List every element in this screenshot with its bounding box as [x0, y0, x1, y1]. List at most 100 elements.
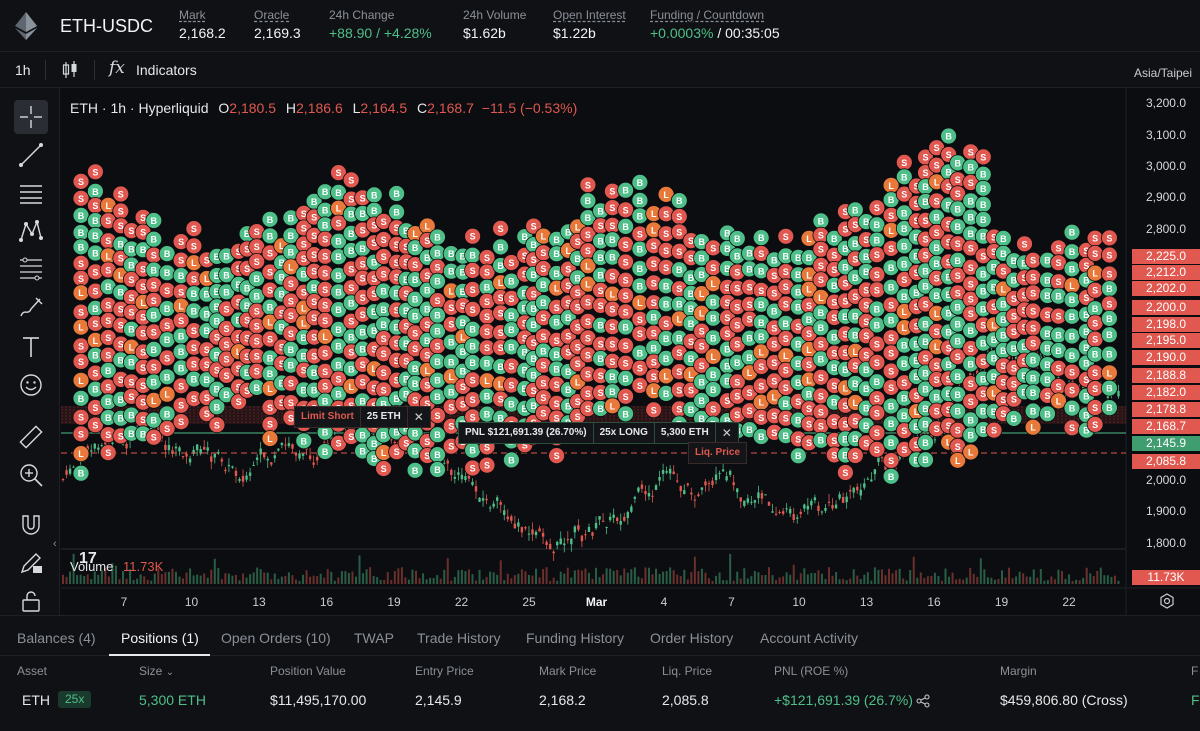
col-position-value[interactable]: Position Value — [270, 664, 346, 678]
trade-marker[interactable]: B — [1101, 399, 1118, 417]
trade-marker[interactable]: S — [464, 227, 482, 245]
share-icon[interactable] — [916, 694, 930, 708]
trade-marker[interactable]: B — [617, 181, 634, 199]
trade-marker[interactable]: B — [728, 230, 746, 247]
trade-marker[interactable]: S — [704, 239, 722, 257]
stat-label[interactable]: Oracle — [254, 8, 301, 22]
horizontal-lines-tool[interactable] — [14, 176, 48, 210]
trade-marker[interactable]: L — [1101, 364, 1118, 382]
trade-marker[interactable]: S — [464, 391, 482, 409]
trade-marker[interactable]: S — [1063, 381, 1081, 399]
trade-marker[interactable]: B — [365, 186, 383, 204]
trade-marker[interactable]: B — [940, 127, 957, 145]
trade-marker[interactable]: S — [158, 420, 176, 437]
trade-marker[interactable]: B — [617, 405, 634, 423]
trade-marker[interactable]: S — [1024, 251, 1042, 269]
trade-marker[interactable]: L — [1086, 264, 1104, 282]
trade-marker[interactable]: B — [617, 217, 634, 235]
trade-marker[interactable]: S — [645, 401, 663, 419]
ethereum-icon[interactable] — [14, 12, 38, 40]
trade-marker[interactable]: S — [974, 148, 992, 166]
trade-marker[interactable]: S — [617, 337, 634, 355]
trade-marker[interactable]: S — [868, 424, 886, 442]
trade-marker[interactable]: B — [1086, 345, 1104, 363]
tab-order-history[interactable]: Order History — [650, 630, 733, 646]
trade-marker[interactable]: B — [789, 447, 807, 465]
trade-marker[interactable]: B — [812, 212, 830, 230]
trade-marker[interactable]: B — [974, 179, 992, 197]
trade-marker[interactable]: S — [1086, 244, 1104, 262]
ruler-tool[interactable] — [14, 420, 48, 454]
trade-marker[interactable]: S — [72, 425, 90, 443]
trade-marker[interactable]: S — [112, 202, 130, 220]
trade-marker[interactable]: B — [1063, 346, 1081, 364]
trade-marker[interactable]: B — [429, 446, 446, 464]
tab-positions[interactable]: Positions (1) — [121, 630, 199, 646]
trade-marker[interactable]: S — [1024, 319, 1042, 337]
trade-marker[interactable]: S — [464, 371, 482, 389]
trade-marker[interactable]: S — [985, 421, 1003, 439]
trade-marker[interactable]: B — [295, 432, 313, 450]
trade-marker[interactable]: S — [868, 199, 886, 217]
trade-marker[interactable]: B — [917, 451, 934, 469]
col-pnl[interactable]: PNL (ROE %) — [774, 664, 848, 678]
trade-marker[interactable]: S — [342, 171, 360, 189]
trade-marker[interactable]: B — [1024, 369, 1042, 387]
timeframe-selector[interactable]: 1h — [15, 62, 31, 78]
trade-marker[interactable]: B — [502, 451, 520, 469]
tab-account-activity[interactable]: Account Activity — [760, 630, 858, 646]
trade-marker[interactable]: S — [1086, 380, 1104, 397]
lock-tool[interactable] — [14, 584, 48, 618]
trade-marker[interactable]: B — [429, 426, 446, 444]
trade-marker[interactable]: B — [1101, 379, 1118, 397]
trade-marker[interactable]: S — [158, 281, 176, 299]
trade-marker[interactable]: S — [1024, 284, 1042, 302]
trade-marker[interactable]: B — [388, 203, 406, 221]
trade-marker[interactable]: B — [1005, 409, 1023, 427]
trade-marker[interactable]: B — [617, 318, 634, 336]
trade-marker[interactable]: B — [1024, 351, 1042, 369]
trade-marker[interactable]: B — [1101, 280, 1118, 298]
trade-marker[interactable]: B — [429, 272, 446, 290]
chart-canvas[interactable]: SSBBBSSLSLSSLBSSLBSBSBBBSSBSLBSBSSLSSLSB… — [61, 88, 1200, 615]
trade-marker[interactable]: B — [882, 467, 900, 485]
trade-marker[interactable]: S — [868, 390, 886, 408]
trade-marker[interactable]: S — [1086, 314, 1104, 332]
trade-marker[interactable]: S — [704, 400, 722, 418]
trade-marker[interactable]: S — [185, 220, 203, 238]
trade-marker[interactable]: S — [1024, 334, 1042, 352]
trade-marker[interactable]: B — [406, 461, 424, 479]
fx-icon[interactable]: fx — [109, 58, 125, 78]
indicators-button[interactable]: Indicators — [136, 62, 197, 78]
trade-marker[interactable]: S — [87, 416, 104, 434]
trade-marker[interactable]: B — [158, 264, 176, 282]
trade-marker[interactable]: S — [617, 201, 634, 219]
trade-marker[interactable]: B — [72, 238, 90, 256]
trade-marker[interactable]: B — [1063, 399, 1081, 417]
limit-short-order[interactable]: Limit Short 25 ETH ✕ — [294, 406, 431, 428]
trade-marker[interactable]: S — [868, 440, 886, 458]
trade-marker[interactable]: S — [72, 303, 90, 321]
brush-tool[interactable] — [14, 290, 48, 324]
trade-marker[interactable]: S — [704, 259, 722, 277]
trade-marker[interactable]: B — [1101, 326, 1118, 344]
trade-marker[interactable]: S — [868, 335, 886, 353]
trade-marker[interactable]: B — [974, 211, 992, 228]
trade-marker[interactable]: S — [1024, 302, 1042, 320]
trade-marker[interactable]: S — [1086, 364, 1104, 382]
stat-label[interactable]: Open Interest — [553, 8, 626, 22]
pair-selector[interactable]: ETH-USDC — [60, 16, 153, 37]
lock-drawings-tool[interactable] — [14, 546, 48, 580]
trade-marker[interactable]: L — [72, 318, 90, 336]
col-liq-price[interactable]: Liq. Price — [662, 664, 712, 678]
trade-marker[interactable]: S — [631, 310, 649, 328]
position-order[interactable]: PNL $121,691.39 (26.70%) 25x LONG 5,300 … — [458, 422, 739, 444]
tab-open-orders[interactable]: Open Orders (10) — [221, 630, 331, 646]
trade-marker[interactable]: S — [670, 208, 688, 225]
trade-marker[interactable]: S — [1086, 281, 1104, 299]
trade-marker[interactable]: B — [99, 278, 117, 296]
trend-line-tool[interactable] — [14, 138, 48, 172]
trade-marker[interactable]: B — [158, 331, 176, 349]
close-icon[interactable]: ✕ — [716, 423, 738, 443]
